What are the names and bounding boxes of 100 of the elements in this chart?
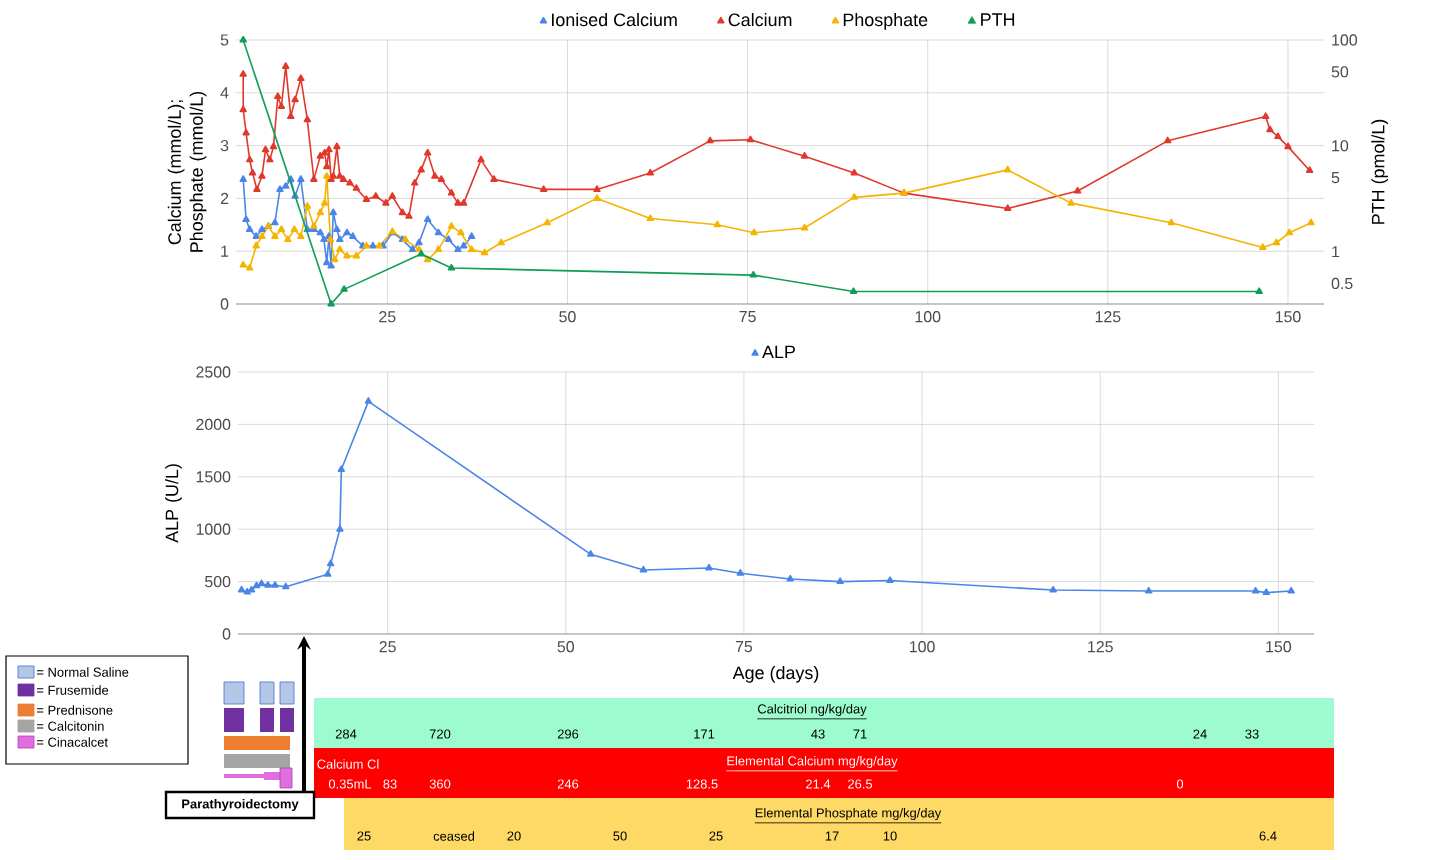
legend-label: Phosphate: [843, 13, 928, 30]
point: [282, 582, 290, 590]
point: [242, 215, 250, 223]
point: [349, 232, 357, 239]
point: [243, 587, 251, 595]
point: [336, 525, 344, 532]
point: [1287, 586, 1295, 594]
point: [239, 260, 247, 268]
point: [786, 574, 794, 582]
point: [252, 232, 260, 239]
point: [237, 585, 246, 593]
y2-axis-title: PTH (pmol/L): [1371, 119, 1389, 224]
point: [340, 285, 348, 292]
point: [327, 261, 335, 269]
point: [297, 232, 305, 239]
point: [836, 577, 844, 585]
point: [258, 225, 266, 233]
point: [257, 579, 266, 587]
point: [271, 218, 279, 226]
point: [297, 175, 305, 182]
point: [303, 202, 312, 209]
point: [480, 248, 489, 256]
x-axis-title: Age (days): [732, 666, 819, 683]
point: [454, 245, 462, 253]
point: [336, 245, 344, 253]
point: [750, 228, 758, 236]
point: [316, 228, 325, 236]
point: [323, 258, 331, 266]
y-axis-title: ALP (U/L): [165, 464, 182, 543]
legend-label: Calcium: [728, 13, 792, 27]
y-axis-title: Calcium (mmol/L); Phosphate (mmol/L): [167, 91, 207, 252]
point: [326, 559, 335, 567]
point: [447, 222, 456, 229]
point: [290, 225, 299, 233]
point: [316, 208, 325, 216]
legend-label: PTH: [981, 13, 1015, 26]
point: [713, 220, 722, 228]
point: [1307, 218, 1315, 226]
point: [1272, 238, 1281, 246]
point: [271, 232, 279, 239]
point: [364, 397, 373, 404]
point: [497, 238, 505, 246]
point: [1285, 228, 1294, 236]
point: [330, 255, 339, 263]
point: [352, 251, 361, 259]
point: [434, 245, 443, 253]
point: [276, 185, 284, 192]
point: [258, 232, 266, 239]
point: [271, 581, 279, 588]
point: [408, 245, 417, 253]
point: [247, 585, 256, 593]
point: [459, 241, 468, 249]
point: [245, 263, 254, 271]
point: [1259, 243, 1267, 250]
point: [705, 563, 713, 571]
point: [252, 581, 261, 589]
point: [467, 245, 476, 253]
point: [333, 225, 341, 233]
point: [245, 225, 254, 233]
point: [1167, 218, 1175, 226]
point: [646, 214, 655, 221]
point: [1144, 586, 1153, 594]
point: [239, 175, 247, 182]
legend-label: ALP: [762, 345, 795, 359]
point: [1251, 586, 1260, 594]
point: [423, 215, 432, 223]
point: [320, 198, 329, 206]
point: [444, 235, 453, 243]
point: [849, 287, 858, 294]
point: [850, 193, 858, 200]
point: [329, 208, 338, 216]
point: [337, 465, 346, 472]
point: [277, 225, 286, 233]
point: [252, 241, 260, 249]
point: [284, 235, 292, 243]
point: [749, 270, 758, 278]
point: [736, 569, 745, 576]
point: [593, 194, 601, 201]
point: [1003, 165, 1012, 173]
point: [239, 35, 247, 43]
point: [324, 570, 332, 577]
point: [587, 550, 595, 557]
point: [369, 241, 377, 249]
point: [320, 235, 328, 243]
point: [1255, 287, 1263, 294]
point: [639, 565, 648, 573]
point: [1067, 198, 1075, 206]
point: [1262, 588, 1270, 596]
point: [1049, 585, 1057, 593]
point: [281, 182, 290, 189]
point: [415, 238, 423, 246]
point: [343, 251, 351, 259]
point: [543, 218, 552, 226]
point: [434, 228, 443, 236]
point: [467, 232, 476, 239]
point: [336, 235, 344, 243]
point: [343, 228, 351, 236]
point: [447, 263, 456, 271]
point: [800, 223, 809, 231]
legend-label: Ionised Calcium: [551, 13, 677, 27]
